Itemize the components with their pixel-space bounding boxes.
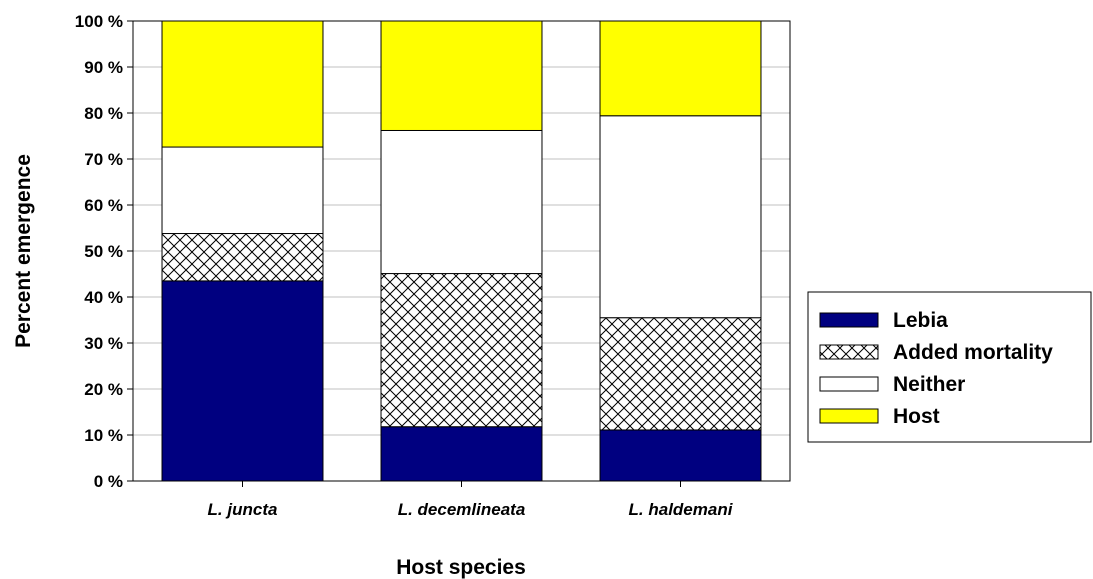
y-tick-label: 20 % — [84, 380, 123, 399]
bar-segment-lebia — [380, 426, 543, 482]
y-tick-label: 100 % — [75, 12, 123, 31]
bar-segment-added-mortality — [599, 317, 762, 431]
legend-label: Neither — [893, 373, 965, 396]
legend-swatch — [819, 344, 879, 360]
y-axis-label: Percent emergence — [12, 154, 35, 348]
bar-segment-host — [161, 20, 324, 148]
y-tick-label: 50 % — [84, 242, 123, 261]
bar-segment-added-mortality — [161, 233, 324, 282]
y-tick-label: 70 % — [84, 150, 123, 169]
y-tick-label: 90 % — [84, 58, 123, 77]
legend: Lebia Added mortality Neither Host — [807, 291, 1092, 443]
y-tick-label: 40 % — [84, 288, 123, 307]
bar-segment-neither — [599, 115, 762, 319]
y-tick-label: 80 % — [84, 104, 123, 123]
bar-segment-lebia — [161, 280, 324, 482]
bar-segment-added-mortality — [380, 273, 543, 428]
legend-label: Lebia — [893, 309, 948, 332]
x-axis-label: Host species — [396, 556, 526, 579]
bar-segment-neither — [161, 146, 324, 235]
legend-swatch — [819, 408, 879, 424]
bar-segment-neither — [380, 129, 543, 275]
y-tick-label: 0 % — [94, 472, 123, 491]
y-tick-label: 30 % — [84, 334, 123, 353]
bar-segment-host — [599, 20, 762, 117]
y-tick-label: 60 % — [84, 196, 123, 215]
legend-swatch — [819, 312, 879, 328]
legend-label: Host — [893, 405, 940, 428]
x-tick-label: L. decemlineata — [398, 500, 526, 519]
x-tick-label: L. haldemani — [629, 500, 734, 519]
x-tick-label: L. juncta — [208, 500, 278, 519]
bar-segment-host — [380, 20, 543, 131]
y-tick-label: 10 % — [84, 426, 123, 445]
legend-label: Added mortality — [893, 341, 1053, 364]
legend-swatch — [819, 376, 879, 392]
bar-segment-lebia — [599, 429, 762, 482]
